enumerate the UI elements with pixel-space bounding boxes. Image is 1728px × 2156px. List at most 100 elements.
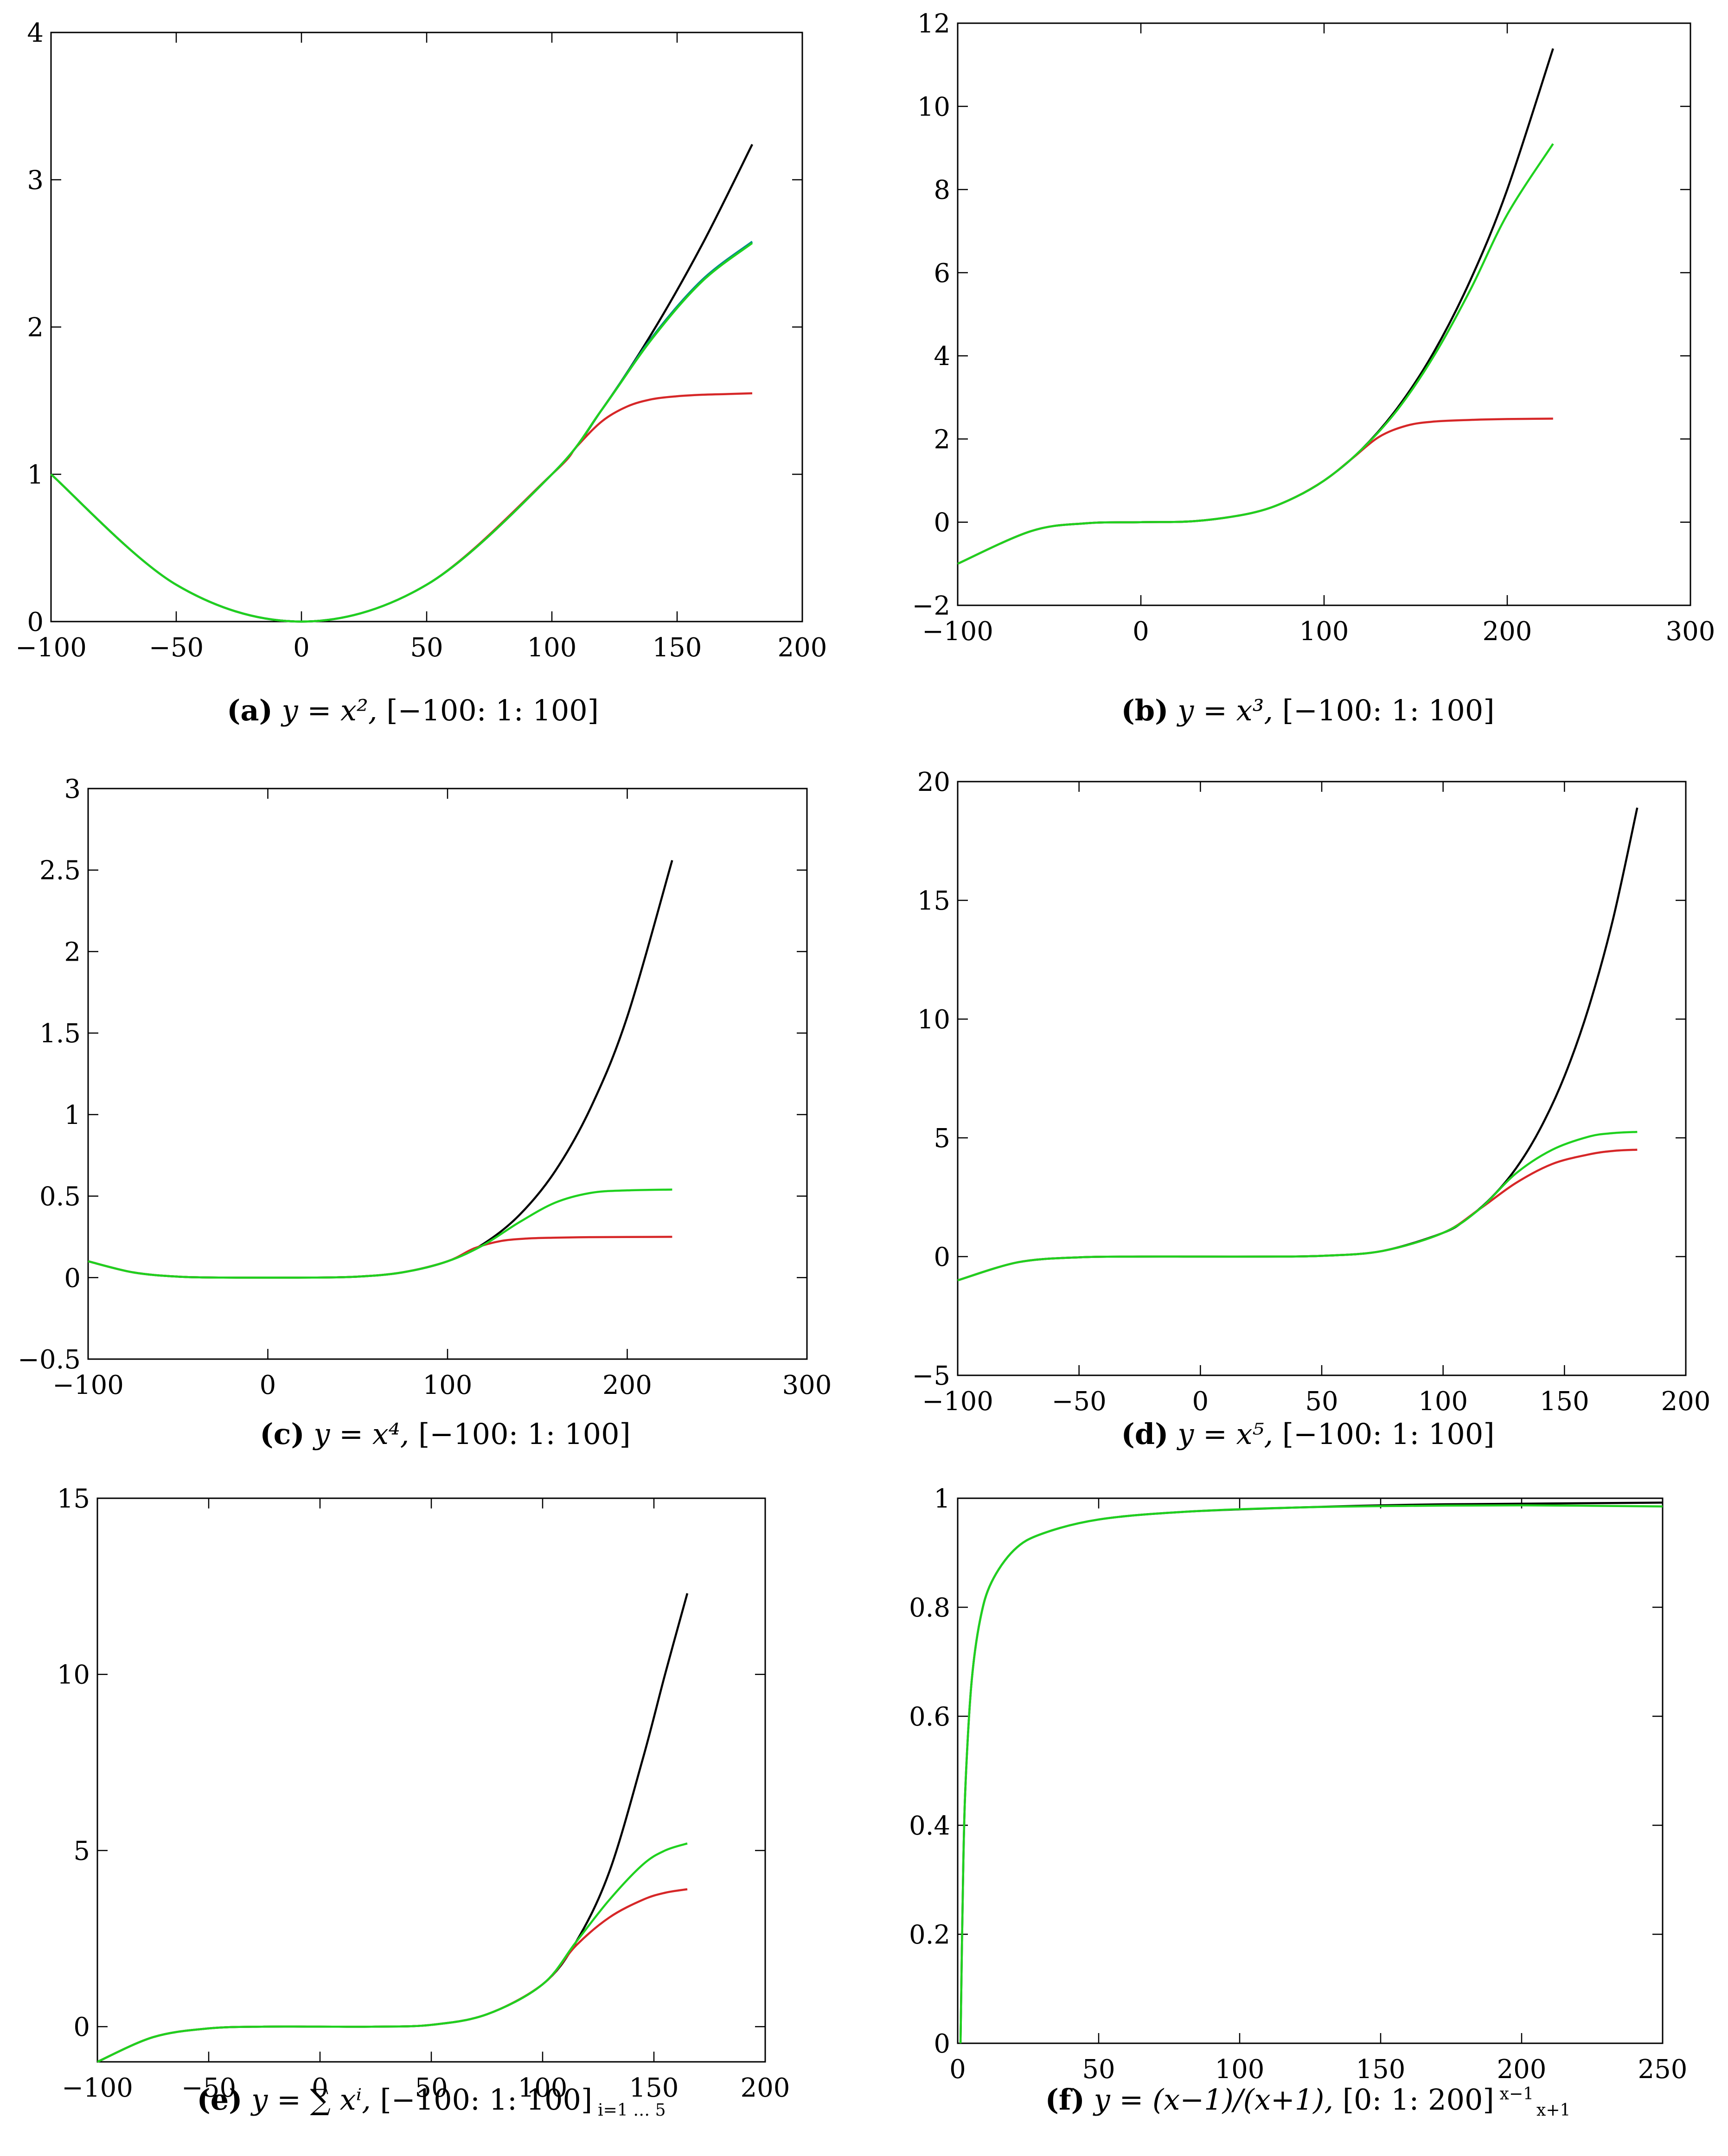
x-tick-label: 100 [1418,1386,1468,1417]
y-tick-label: 0 [934,2029,950,2059]
x-tick-label: 50 [410,633,443,663]
y-tick-label: 2 [27,313,44,343]
caption-frac-denominator: x+1 [1536,2101,1571,2120]
caption-c: (c) y = x⁴, [−100: 1: 100] [167,1417,723,1451]
x-tick-label: 150 [629,2073,679,2103]
caption-frac-numerator: x−1 [1499,2085,1534,2104]
x-tick-label: −100 [62,2073,133,2103]
y-tick-label: 0 [934,508,950,538]
y-tick-label: 1 [934,1484,950,1514]
x-tick-label: −50 [149,633,204,663]
y-tick-label: 4 [934,341,950,372]
caption-equation: y = (x−1)/(x+1), [1094,2083,1334,2117]
caption-range: [−100: 1: 100] [1282,1417,1495,1451]
y-tick-label: 0.2 [909,1920,950,1950]
caption-range: [−100: 1: 100] [418,1417,631,1451]
x-tick-label: 200 [778,633,827,663]
series-line-green [97,1842,688,2063]
x-tick-label: 200 [741,2073,790,2103]
caption-range: [−100: 1: 100] [380,2083,593,2117]
x-tick-label: 0 [1192,1386,1209,1417]
x-tick-label: 250 [1638,2054,1688,2085]
y-tick-label: 5 [73,1836,90,1866]
x-tick-label: 50 [1305,1386,1338,1417]
y-tick-label: 0.4 [909,1811,950,1841]
x-tick-label: −100 [15,633,87,663]
caption-b: (b) y = x³, [−100: 1: 100] [1030,693,1586,727]
y-tick-label: 15 [57,1484,90,1514]
x-tick-label: 50 [415,2073,448,2103]
y-tick-label: 6 [934,258,950,289]
x-tick-label: 100 [527,633,577,663]
caption-d: (d) y = x⁵, [−100: 1: 100] [1030,1417,1586,1451]
x-tick-label: 300 [782,1370,832,1400]
y-tick-label: 15 [917,886,950,916]
caption-range: [0: 1: 200] [1342,2083,1494,2117]
x-tick-label: 100 [1299,616,1349,647]
x-tick-label: 200 [1497,2054,1547,2085]
caption-label: (b) [1121,693,1169,727]
y-tick-label: 2.5 [39,856,81,886]
x-tick-label: 100 [423,1370,473,1400]
x-tick-label: 150 [1356,2054,1406,2085]
y-tick-label: −0.5 [18,1345,81,1375]
x-tick-label: 200 [1483,616,1532,647]
y-tick-label: 0.6 [909,1702,950,1732]
y-tick-label: 0.8 [909,1593,950,1623]
x-tick-label: 100 [518,2073,568,2103]
caption-label: (c) [260,1417,305,1451]
y-tick-label: 10 [917,92,950,122]
y-tick-label: 10 [57,1660,90,1690]
caption-equation: y = x³, [1178,693,1274,727]
y-tick-label: 12 [917,9,950,39]
x-tick-label: 150 [1540,1386,1589,1417]
caption-label: (a) [227,693,273,727]
x-tick-label: 200 [602,1370,652,1400]
y-tick-label: 8 [934,175,950,205]
series-line-green [957,1130,1638,1282]
y-tick-label: −5 [912,1361,950,1391]
caption-equation: y = x⁴, [314,1417,410,1451]
x-tick-label: 0 [312,2073,328,2103]
caption-label: (f) [1045,2083,1085,2117]
x-tick-label: 100 [1215,2054,1265,2085]
x-tick-label: −100 [52,1370,124,1400]
y-tick-label: 0 [934,1242,950,1272]
caption-equation: y = ∑ xⁱ, [251,2083,371,2117]
caption-range: [−100: 1: 100] [386,693,599,727]
x-tick-label: 0 [260,1370,276,1400]
x-tick-label: −50 [1052,1386,1107,1417]
y-tick-label: 4 [27,18,44,48]
series-line-green [88,1188,672,1279]
y-tick-label: 20 [917,767,950,797]
caption-a: (a) y = x², [−100: 1: 100] [134,693,691,727]
y-tick-label: 1 [27,460,44,490]
x-tick-label: 50 [1082,2054,1115,2085]
y-tick-label: 10 [917,1005,950,1035]
y-tick-label: 2 [934,424,950,455]
x-tick-label: 0 [949,2054,966,2085]
y-tick-label: 2 [64,937,81,967]
x-tick-label: 150 [653,633,702,663]
caption-e: (e) y = ∑ xⁱ, [−100: 1: 100] i=1 … 5 [153,2083,710,2120]
y-tick-label: 3 [64,774,81,804]
caption-equation: y = x⁵, [1178,1417,1274,1451]
y-tick-label: 0.5 [39,1182,81,1212]
caption-equation: y = x², [282,693,378,727]
y-tick-label: 5 [934,1123,950,1154]
y-tick-label: 1 [64,1100,81,1130]
y-tick-label: 0 [73,2012,90,2042]
y-tick-label: 3 [27,166,44,196]
y-tick-label: 0 [64,1263,81,1293]
